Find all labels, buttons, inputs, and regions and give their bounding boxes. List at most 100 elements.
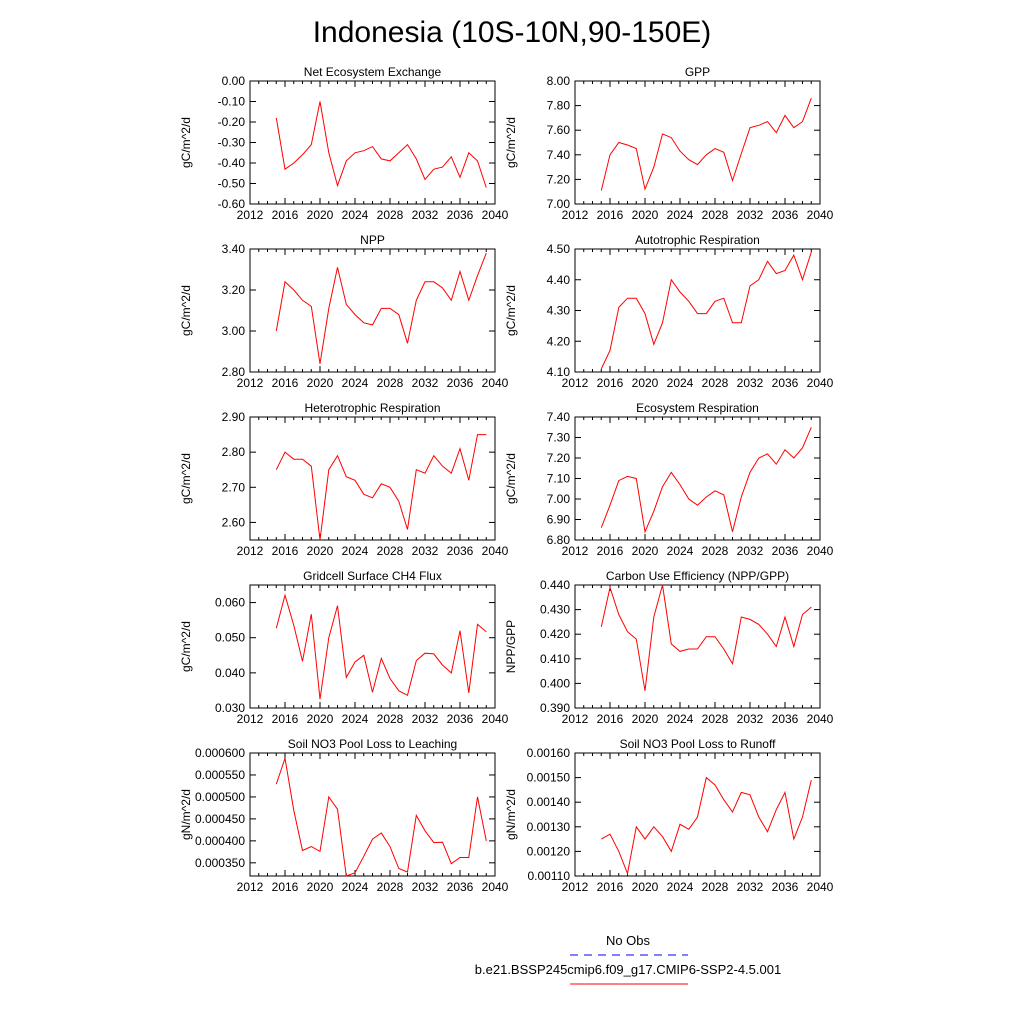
plot-frame <box>574 584 821 709</box>
y-tick-label: 6.80 <box>547 533 571 547</box>
y-tick-label: 4.40 <box>547 273 571 287</box>
x-tick-label: 2036 <box>447 712 474 726</box>
x-tick-label: 2040 <box>807 712 834 726</box>
x-tick-label: 2012 <box>237 376 264 390</box>
x-tick-label: 2032 <box>737 544 764 558</box>
x-tick-label: 2016 <box>272 880 299 894</box>
y-tick-label: 7.40 <box>547 148 571 162</box>
y-tick-label: 0.000500 <box>195 790 245 804</box>
y-tick-label: 3.00 <box>222 324 246 338</box>
y-tick-label: -0.30 <box>218 136 246 150</box>
y-axis-label: gN/m^2/d <box>179 789 193 840</box>
y-tick-label: 0.00140 <box>527 795 571 809</box>
plot-frame <box>574 248 821 373</box>
y-tick-label: 2.80 <box>222 365 246 379</box>
x-tick-label: 2016 <box>597 544 624 558</box>
x-tick-label: 2028 <box>702 208 729 222</box>
y-tick-label: 0.000600 <box>195 746 245 760</box>
y-tick-label: 7.20 <box>547 172 571 186</box>
y-tick-label: 0.410 <box>540 652 570 666</box>
x-tick-label: 2040 <box>807 544 834 558</box>
y-tick-label: 0.00150 <box>527 771 571 785</box>
x-tick-label: 2024 <box>342 712 369 726</box>
x-tick-label: 2032 <box>412 544 439 558</box>
series-line <box>600 98 812 191</box>
x-tick-label: 2012 <box>237 544 264 558</box>
x-tick-label: 2028 <box>377 544 404 558</box>
x-tick-label: 2032 <box>412 208 439 222</box>
x-tick-label: 2024 <box>667 376 694 390</box>
y-tick-label: -0.10 <box>218 95 246 109</box>
x-tick-label: 2028 <box>702 544 729 558</box>
panel-5: Heterotrophic Respiration gC/m^2/d 2012 201… <box>179 401 509 558</box>
y-tick-label: 2.60 <box>222 515 246 529</box>
panel-3: NPP gC/m^2/d 2012 2016 2020 2024 2028 2032 2036 2… <box>179 233 509 390</box>
panel-title: Carbon Use Efficiency (NPP/GPP) <box>606 569 789 583</box>
x-tick-label: 2032 <box>412 712 439 726</box>
panel-8: Carbon Use Efficiency (NPP/GPP) NPP/GPP 20… <box>504 569 834 726</box>
x-tick-label: 2024 <box>667 712 694 726</box>
y-tick-label: 2.70 <box>222 480 246 494</box>
x-tick-label: 2036 <box>772 880 799 894</box>
x-tick-label: 2012 <box>562 376 589 390</box>
x-tick-label: 2036 <box>772 544 799 558</box>
x-tick-label: 2040 <box>807 376 834 390</box>
x-tick-label: 2016 <box>272 712 299 726</box>
y-tick-label: 0.00130 <box>527 820 571 834</box>
y-tick-label: 4.10 <box>547 365 571 379</box>
x-tick-label: 2016 <box>272 544 299 558</box>
y-tick-label: 0.420 <box>540 627 570 641</box>
y-tick-label: 4.20 <box>547 334 571 348</box>
panel-6: Ecosystem Respiration gC/m^2/d 2012 2016 202… <box>504 401 834 558</box>
plot-frame <box>249 248 496 373</box>
x-tick-label: 2036 <box>447 376 474 390</box>
x-tick-label: 2012 <box>562 712 589 726</box>
panel-title: NPP <box>360 233 385 247</box>
x-tick-label: 2032 <box>737 712 764 726</box>
y-tick-label: 0.390 <box>540 701 570 715</box>
y-tick-label: 0.000450 <box>195 812 245 826</box>
panel-title: Autotrophic Respiration <box>635 233 760 247</box>
series-line <box>275 101 487 188</box>
y-tick-label: 0.000550 <box>195 768 245 782</box>
y-tick-label: 0.430 <box>540 603 570 617</box>
x-tick-label: 2040 <box>482 712 509 726</box>
y-tick-label: 0.060 <box>215 596 245 610</box>
x-tick-label: 2020 <box>307 376 334 390</box>
y-axis-label: gC/m^2/d <box>179 453 193 504</box>
x-tick-label: 2016 <box>597 376 624 390</box>
y-tick-label: 0.030 <box>215 701 245 715</box>
x-tick-label: 2028 <box>702 376 729 390</box>
legend: No Obs b.e21.BSSP245cmip6.f09_g17.CMIP6-… <box>475 933 781 985</box>
panel-title: Net Ecosystem Exchange <box>304 65 442 79</box>
y-axis-label: gC/m^2/d <box>504 117 518 168</box>
x-tick-label: 2040 <box>482 544 509 558</box>
x-tick-label: 2020 <box>632 544 659 558</box>
y-tick-label: 6.90 <box>547 513 571 527</box>
x-tick-label: 2036 <box>447 880 474 894</box>
x-tick-label: 2040 <box>807 880 834 894</box>
panel-1: Net Ecosystem Exchange gC/m^2/d 2012 2016 20… <box>179 65 509 222</box>
plot-frame <box>574 416 821 541</box>
y-tick-label: -0.40 <box>218 156 246 170</box>
x-tick-label: 2024 <box>667 880 694 894</box>
x-tick-label: 2012 <box>237 880 264 894</box>
x-tick-label: 2032 <box>737 880 764 894</box>
panel-title: GPP <box>685 65 710 79</box>
x-tick-label: 2012 <box>237 208 264 222</box>
series-line <box>275 593 487 700</box>
x-tick-label: 2016 <box>597 880 624 894</box>
x-tick-label: 2036 <box>772 208 799 222</box>
x-tick-label: 2016 <box>597 208 624 222</box>
x-tick-label: 2032 <box>737 208 764 222</box>
y-tick-label: 7.00 <box>547 197 571 211</box>
panel-2: GPP gC/m^2/d 2012 2016 2020 2024 2028 2032 2036 2… <box>504 65 834 222</box>
panel-title: Gridcell Surface CH4 Flux <box>303 569 442 583</box>
x-tick-label: 2040 <box>482 376 509 390</box>
y-axis-label: gN/m^2/d <box>504 789 518 840</box>
y-tick-label: -0.20 <box>218 115 246 129</box>
y-tick-label: 0.040 <box>215 666 245 680</box>
x-tick-label: 2020 <box>632 712 659 726</box>
plot-frame <box>574 80 821 205</box>
x-tick-label: 2012 <box>562 544 589 558</box>
